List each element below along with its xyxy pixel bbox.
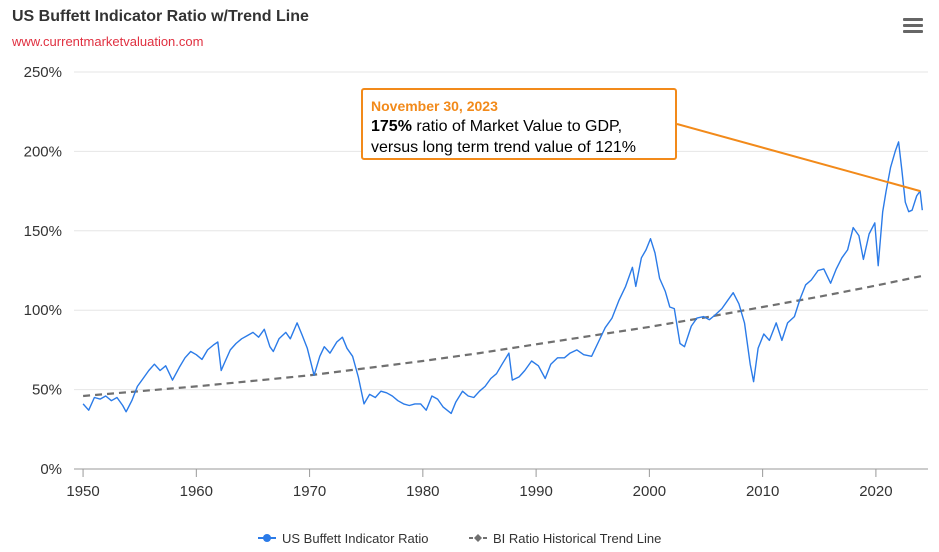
annotation-connector-line	[676, 123, 921, 193]
y-tick-label: 50%	[32, 382, 62, 399]
legend-item-ratio[interactable]: US Buffett Indicator Ratio	[258, 531, 428, 546]
x-tick-label: 2020	[859, 483, 892, 500]
annotation-value: 175%	[371, 118, 412, 135]
x-tick-label: 1970	[293, 483, 326, 500]
annotation-box: November 30, 2023 175% ratio of Market V…	[361, 88, 677, 160]
series-ratio-line[interactable]	[82, 141, 923, 415]
x-tick-label: 1950	[66, 483, 99, 500]
legend-label-trend: BI Ratio Historical Trend Line	[493, 531, 661, 546]
legend-item-trend[interactable]: BI Ratio Historical Trend Line	[469, 531, 661, 546]
y-tick-label: 0%	[40, 461, 62, 478]
y-tick-label: 250%	[24, 64, 62, 81]
x-tick-label: 1960	[180, 483, 213, 500]
y-tick-label: 100%	[24, 302, 62, 319]
y-tick-label: 200%	[24, 143, 62, 160]
annotation-line-2: versus long term trend value of 121%	[371, 139, 637, 156]
series-group	[82, 141, 923, 415]
x-tick-label: 2010	[746, 483, 779, 500]
chart-subtitle-link[interactable]: www.currentmarketvaluation.com	[12, 34, 204, 49]
annotation-date: November 30, 2023	[371, 98, 498, 114]
x-axis: 1950 1960 1970 1980 1990 2000 2010 2020	[66, 468, 928, 500]
y-tick-label: 150%	[24, 223, 62, 240]
hamburger-menu-icon[interactable]	[903, 18, 923, 36]
x-tick-label: 1980	[406, 483, 439, 500]
annotation-line-1: 175% ratio of Market Value to GDP,	[371, 116, 667, 137]
legend-label-ratio: US Buffett Indicator Ratio	[282, 531, 428, 546]
x-tick-label: 1990	[519, 483, 552, 500]
x-tick-label: 2000	[633, 483, 666, 500]
series-trend-line[interactable]	[83, 275, 922, 398]
annotation-text-1: ratio of Market Value to GDP,	[411, 118, 623, 135]
chart-title: US Buffett Indicator Ratio w/Trend Line	[12, 8, 309, 25]
annotation-connector	[676, 123, 921, 193]
legend: US Buffett Indicator Ratio BI Ratio Hist…	[258, 531, 661, 546]
y-axis: 0% 50% 100% 150% 200% 250%	[24, 64, 62, 478]
